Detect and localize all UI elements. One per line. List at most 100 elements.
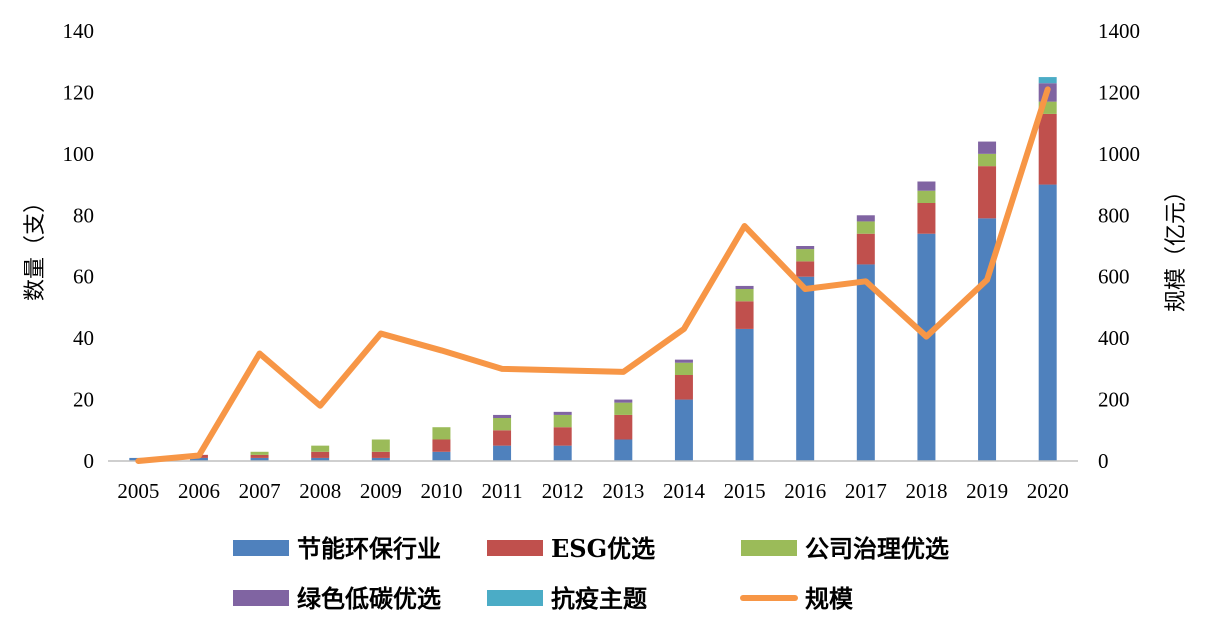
bar-segment xyxy=(553,411,572,415)
legend-item: 绿色低碳优选 xyxy=(233,584,441,613)
y-right-tick-label: 600 xyxy=(1098,265,1130,289)
x-tick-label: 2015 xyxy=(724,479,766,503)
bar-segment xyxy=(1038,77,1057,84)
y-axis-right-ticks: 0 200 400 600 800 1000 1200 1400 xyxy=(1098,19,1140,473)
bar-segment xyxy=(614,399,633,403)
y-left-tick-label: 0 xyxy=(84,449,95,473)
legend-swatch xyxy=(487,540,543,556)
bar-segment xyxy=(311,457,330,461)
bar-segment xyxy=(250,454,269,458)
bars xyxy=(129,77,1057,462)
bar-segment xyxy=(917,233,936,461)
x-tick-label: 2018 xyxy=(905,479,947,503)
x-tick-label: 2013 xyxy=(602,479,644,503)
bar-segment xyxy=(432,451,451,461)
bar-segment xyxy=(856,221,875,234)
bar-segment xyxy=(978,166,997,219)
bar-segment xyxy=(674,362,693,375)
bar-segment xyxy=(917,181,936,191)
bar-segment xyxy=(250,451,269,455)
y-right-tick-label: 1000 xyxy=(1098,142,1140,166)
x-tick-label: 2012 xyxy=(542,479,584,503)
bar-segment xyxy=(978,153,997,167)
legend-item: 规模 xyxy=(740,584,854,613)
x-tick-label: 2014 xyxy=(663,479,706,503)
legend-item: 公司治理优选 xyxy=(741,534,949,563)
bar-segment xyxy=(796,249,815,262)
y-right-tick-label: 0 xyxy=(1098,449,1109,473)
legend-label: 节能环保行业 xyxy=(297,534,441,563)
bar-segment xyxy=(189,457,208,461)
bar-segment xyxy=(371,439,390,452)
bar-segment xyxy=(674,375,693,400)
bar-segment xyxy=(735,301,754,329)
bar-segment xyxy=(796,246,815,250)
y-right-tick-label: 200 xyxy=(1098,388,1130,412)
bar-segment xyxy=(978,141,997,154)
legend-label: 规模 xyxy=(805,584,854,613)
bar-segment xyxy=(856,264,875,461)
bar-segment xyxy=(432,439,451,452)
y-axis-left-ticks: 0 20 40 60 80 100 120 140 xyxy=(63,19,95,473)
legend-swatch xyxy=(741,540,797,556)
legend-label: 抗疫主题 xyxy=(551,584,647,613)
bar-segment xyxy=(493,414,512,418)
x-axis-ticks: 2005 2006 2007 2008 2009 2010 2011 2012 2013 2014… xyxy=(117,479,1068,503)
y-right-tick-label: 1200 xyxy=(1098,80,1140,104)
bar-segment xyxy=(735,328,754,461)
y-left-tick-label: 80 xyxy=(73,203,94,227)
bar-segment xyxy=(796,276,815,461)
y-axis-left-title: 数量（支） xyxy=(23,191,48,301)
y-left-tick-label: 40 xyxy=(73,326,94,350)
x-tick-label: 2017 xyxy=(845,479,887,503)
x-tick-label: 2006 xyxy=(178,479,220,503)
y-right-tick-label: 800 xyxy=(1098,203,1130,227)
legend-item: 节能环保行业 xyxy=(233,534,441,563)
x-tick-label: 2010 xyxy=(420,479,462,503)
y-left-tick-label: 140 xyxy=(63,19,95,43)
bar-segment xyxy=(614,439,633,461)
x-tick-label: 2005 xyxy=(117,479,159,503)
bar-segment xyxy=(493,430,512,446)
legend-label: 绿色低碳优选 xyxy=(297,584,441,613)
legend-swatch xyxy=(487,590,543,606)
bar-segment xyxy=(1038,184,1057,462)
legend-swatch xyxy=(233,540,289,556)
legend-item: 抗疫主题 xyxy=(487,584,647,613)
x-tick-label: 2011 xyxy=(481,479,522,503)
bar-segment xyxy=(493,418,512,431)
bar-segment xyxy=(614,402,633,415)
bar-segment xyxy=(796,261,815,277)
legend-item: ESG优选 xyxy=(487,534,655,563)
bar-segment xyxy=(1038,113,1057,185)
bar-segment xyxy=(311,451,330,458)
line-series xyxy=(135,86,1051,464)
bar-segment xyxy=(371,451,390,458)
y-right-tick-label: 400 xyxy=(1098,326,1130,350)
bar-segment xyxy=(614,414,633,440)
bar-segment xyxy=(432,427,451,440)
bar-segment xyxy=(553,445,572,461)
y-left-tick-label: 60 xyxy=(73,265,94,289)
y-left-tick-label: 100 xyxy=(63,142,95,166)
bar-segment xyxy=(917,203,936,234)
line-scale xyxy=(135,86,1051,464)
y-axis-right-title: 规模（亿元） xyxy=(1164,180,1189,312)
bar-segment xyxy=(674,359,693,363)
bar-segment xyxy=(553,427,572,446)
bar-segment xyxy=(735,289,754,302)
bar-segment xyxy=(371,457,390,461)
bar-segment xyxy=(553,414,572,428)
bar-segment xyxy=(493,445,512,461)
x-tick-label: 2020 xyxy=(1027,479,1069,503)
x-tick-label: 2007 xyxy=(239,479,281,503)
bar-segment xyxy=(978,218,997,461)
bar-segment xyxy=(311,445,330,452)
y-right-tick-label: 1400 xyxy=(1098,19,1140,43)
x-tick-label: 2019 xyxy=(966,479,1008,503)
legend-label: 公司治理优选 xyxy=(805,534,949,563)
bar-segment xyxy=(856,233,875,265)
bar-segment xyxy=(674,399,693,461)
